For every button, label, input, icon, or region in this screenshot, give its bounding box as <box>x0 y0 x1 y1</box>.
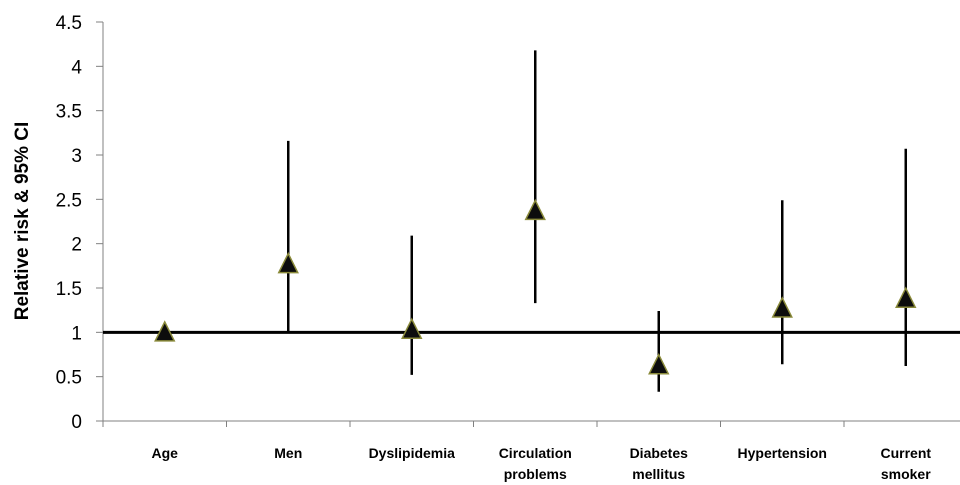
y-tick-label: 4.5 <box>56 13 82 34</box>
data-point-marker <box>648 353 670 375</box>
error-bars <box>287 50 907 392</box>
category-label: Current <box>880 445 931 461</box>
x-axis-ticks <box>102 421 845 427</box>
y-tick-label: 1 <box>71 323 82 344</box>
category-label: Circulation <box>499 445 572 461</box>
data-point-marker <box>895 286 917 308</box>
y-tick-label: 4 <box>71 57 82 78</box>
y-axis-title: Relative risk & 95% CI <box>12 122 33 321</box>
category-label: Dyslipidemia <box>369 445 456 461</box>
data-point-marker <box>154 320 176 342</box>
y-tick-label: 3.5 <box>56 102 82 123</box>
y-tick-label: 0 <box>71 412 82 433</box>
y-tick-label: 2.5 <box>56 190 82 211</box>
category-labels: Age Men Dyslipidemia Circulation problems Dia… <box>152 445 932 482</box>
y-tick-label: 3 <box>71 146 82 167</box>
data-point-marker <box>771 296 793 318</box>
category-label: problems <box>504 466 567 482</box>
data-point-marker <box>277 251 299 274</box>
category-label: Age <box>152 445 179 461</box>
category-label: Diabetes <box>630 445 689 461</box>
axes <box>102 22 960 422</box>
category-label: smoker <box>881 466 931 482</box>
data-point-marker <box>524 198 546 221</box>
category-label: Hypertension <box>738 445 827 461</box>
y-tick-label: 1.5 <box>56 279 82 300</box>
y-tick-label: 2 <box>71 235 82 256</box>
y-axis-ticks: 0 0.5 1 1.5 2 2.5 3 3.5 4 4.5 <box>56 13 103 433</box>
data-point-marker <box>401 317 423 339</box>
y-tick-label: 0.5 <box>56 368 82 389</box>
category-label: mellitus <box>632 466 685 482</box>
category-label: Men <box>274 445 302 461</box>
markers <box>154 198 917 375</box>
